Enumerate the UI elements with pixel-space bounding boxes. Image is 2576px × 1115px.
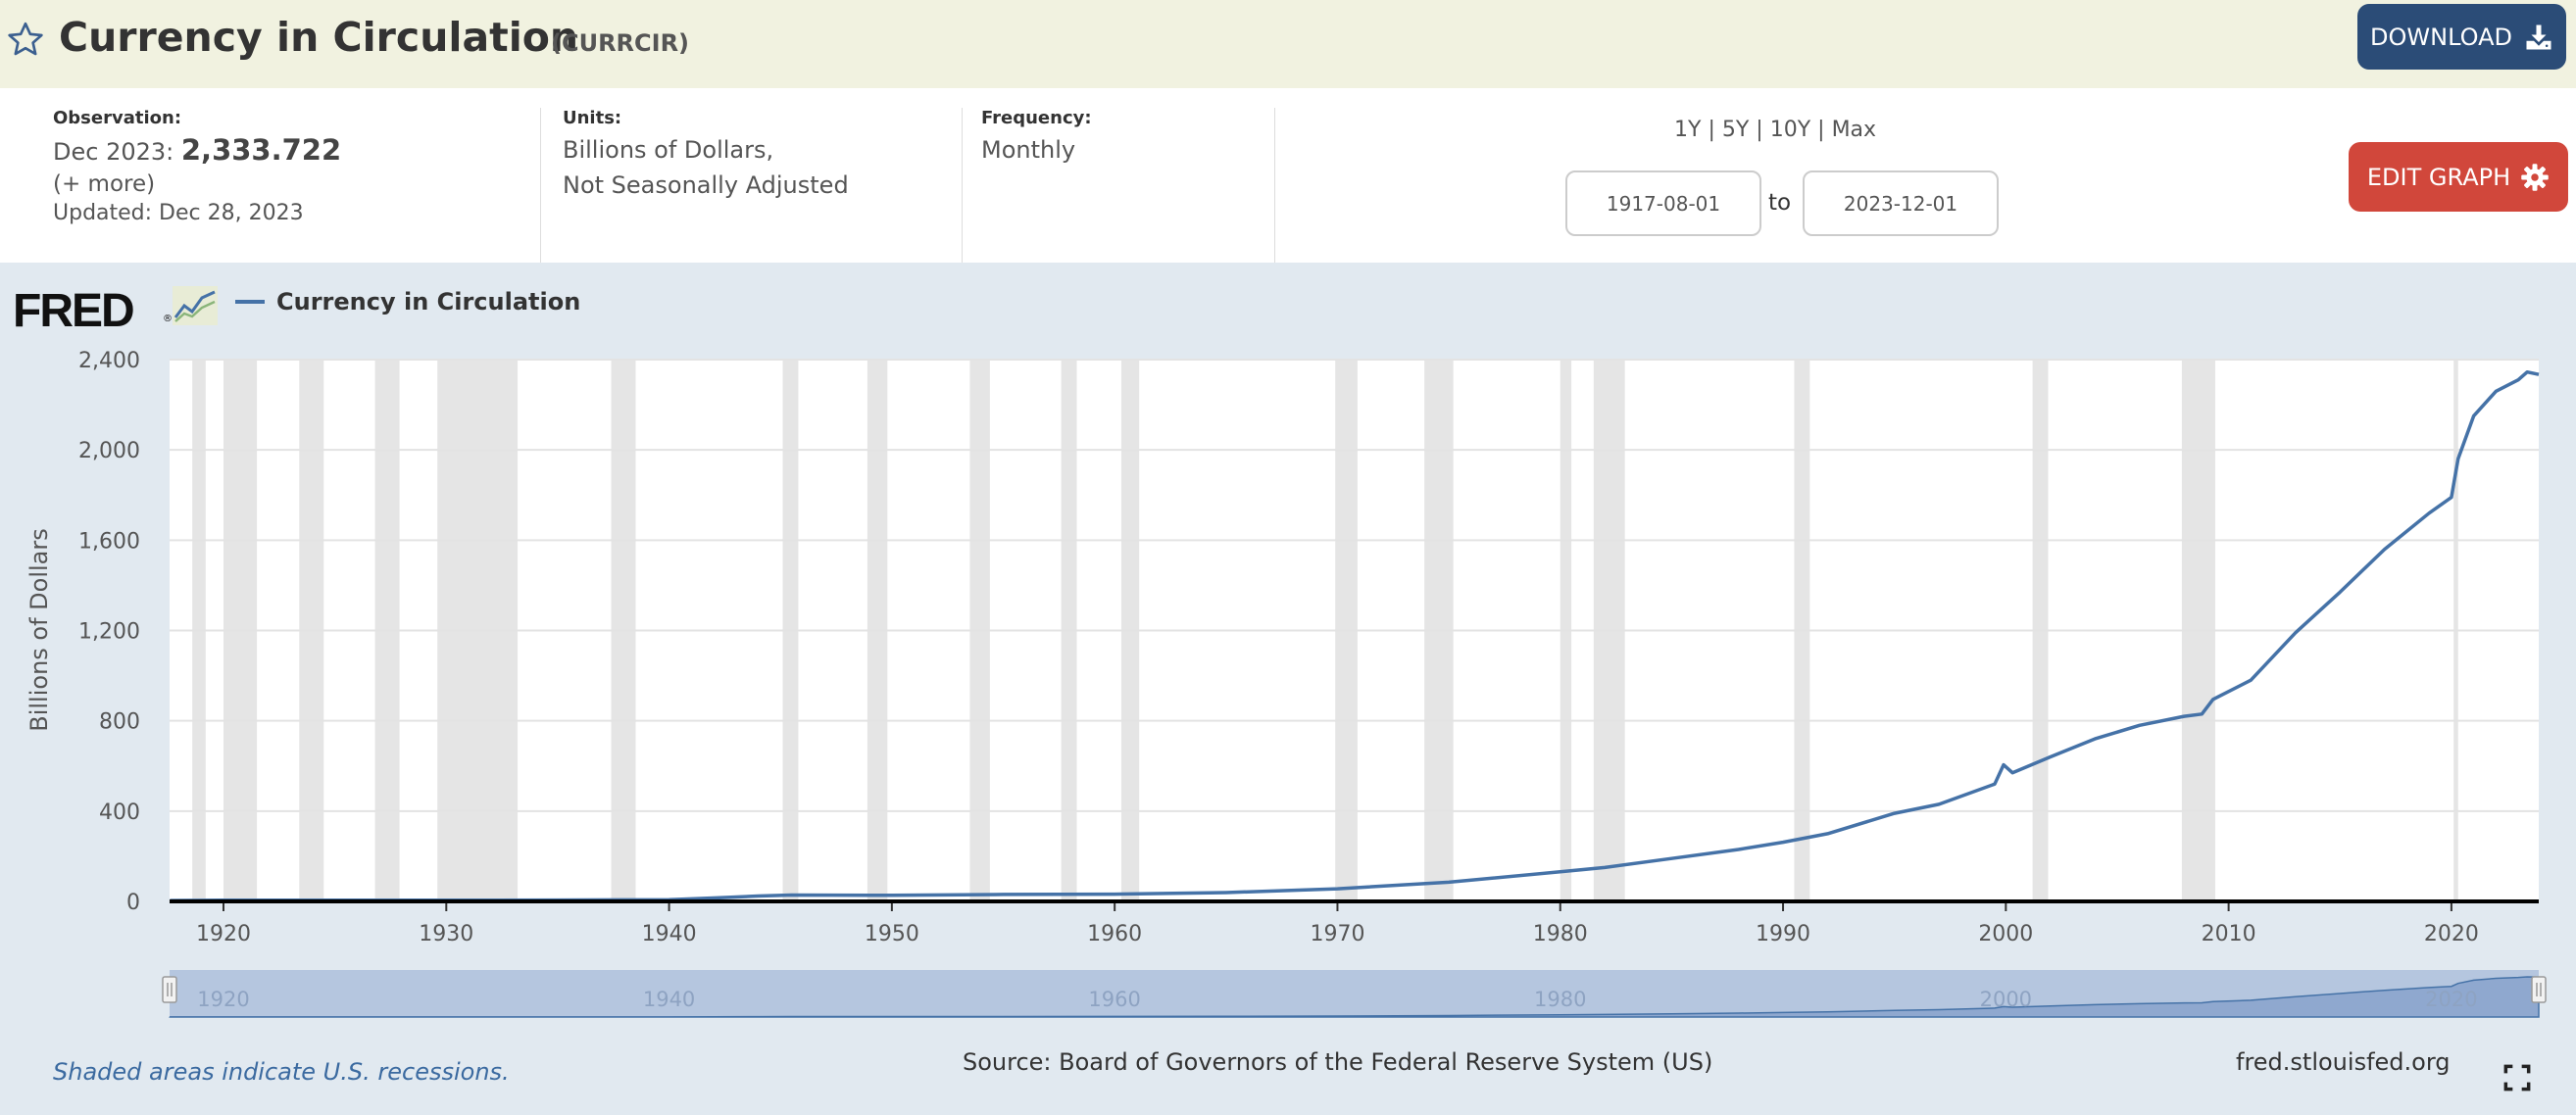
x-tick-label: 1940 xyxy=(642,922,697,946)
fred-url-link[interactable]: fred.stlouisfed.org xyxy=(2236,1048,2451,1076)
range-separator: | xyxy=(1817,118,1825,142)
recession-footnote: Shaded areas indicate U.S. recessions. xyxy=(53,1058,510,1086)
navigator-series-area xyxy=(169,976,2540,1018)
range-10y[interactable]: 10Y xyxy=(1769,118,1811,142)
star-icon[interactable] xyxy=(6,20,45,59)
range-separator: | xyxy=(1756,118,1763,142)
navigator-tick-label: 1980 xyxy=(1534,988,1586,1011)
navigator-tick-label: 1920 xyxy=(197,988,249,1011)
range-1y[interactable]: 1Y xyxy=(1674,118,1702,142)
end-date-input[interactable]: 2023-12-01 xyxy=(1803,170,1999,236)
series-header: Currency in Circulation (CURRCIR) DOWNLO… xyxy=(0,0,2576,88)
download-label: DOWNLOAD xyxy=(2370,23,2512,51)
units-line-2: Not Seasonally Adjusted xyxy=(563,171,849,199)
x-tick-label: 1990 xyxy=(1756,922,1810,946)
fred-logo-graph-icon xyxy=(173,286,218,325)
edit-graph-label: EDIT GRAPH xyxy=(2366,163,2511,191)
x-tick-label: 2020 xyxy=(2424,922,2479,946)
series-meta: Observation: Dec 2023: 2,333.722 (+ more… xyxy=(0,88,2576,263)
series-line xyxy=(170,369,2540,902)
series-layer xyxy=(170,369,2540,902)
source-text: Source: Board of Governors of the Federa… xyxy=(963,1048,1713,1076)
gear-icon xyxy=(2521,163,2549,191)
legend-label: Currency in Circulation xyxy=(276,288,581,315)
chart-panel: FRED ® Currency in Circulation 0 400 800 1,… xyxy=(0,263,2576,1115)
divider xyxy=(962,108,963,263)
range-navigator: 1920 1940 1960 1980 2000 2020 xyxy=(162,970,2547,1018)
x-tick-label: 1970 xyxy=(1310,922,1364,946)
x-tick-label: 1930 xyxy=(419,922,473,946)
range-5y[interactable]: 5Y xyxy=(1721,118,1750,142)
y-tick-label: 800 xyxy=(99,710,140,735)
x-tick-label: 1920 xyxy=(196,922,251,946)
updated-date: Updated: Dec 28, 2023 xyxy=(53,201,304,225)
units-heading: Units: xyxy=(563,108,622,128)
x-tick-label: 1980 xyxy=(1533,922,1588,946)
navigator-handle[interactable] xyxy=(162,976,177,1003)
axis-layer: 0 400 800 1,200 1,600 2,000 2,400 1920 1930 1940 1… xyxy=(78,349,2539,946)
frequency-value: Monthly xyxy=(981,136,1076,164)
download-button[interactable]: DOWNLOAD xyxy=(2357,4,2566,70)
series-id: (CURRCIR) xyxy=(551,29,690,57)
fred-logo-registered-mark: ® xyxy=(163,314,173,324)
observation-value: 2,333.722 xyxy=(180,133,342,167)
navigator-handle[interactable] xyxy=(2531,976,2547,1003)
y-tick-label: 1,200 xyxy=(78,620,140,645)
x-tick-label: 1960 xyxy=(1087,922,1142,946)
y-tick-label: 0 xyxy=(126,891,140,915)
y-tick-label: 2,000 xyxy=(78,439,140,463)
download-icon xyxy=(2526,24,2551,49)
y-axis-label: Billions of Dollars xyxy=(25,528,53,732)
navigator-tick-label: 2000 xyxy=(1980,988,2032,1011)
legend-swatch xyxy=(235,300,265,304)
range-max[interactable]: Max xyxy=(1831,118,1877,142)
units-block: Units: Billions of Dollars, Not Seasonal… xyxy=(563,108,849,203)
y-tick-label: 1,600 xyxy=(78,529,140,554)
more-observations-link[interactable]: (+ more) xyxy=(53,171,156,197)
navigator-tick-label: 2020 xyxy=(2425,988,2477,1011)
units-line-1: Billions of Dollars, xyxy=(563,136,774,164)
observation-heading: Observation: xyxy=(53,108,182,128)
observation-date: Dec 2023: xyxy=(53,138,174,166)
frequency-block: Frequency: Monthly xyxy=(981,108,1092,168)
y-tick-label: 2,400 xyxy=(78,349,140,373)
range-separator: | xyxy=(1708,118,1715,142)
frequency-heading: Frequency: xyxy=(981,108,1092,128)
range-selector: 1Y | 5Y | 10Y | Max xyxy=(1674,118,1876,142)
fred-logo: FRED xyxy=(13,285,135,337)
page-title: Currency in Circulation xyxy=(59,14,579,61)
x-tick-label: 2010 xyxy=(2202,922,2256,946)
navigator-tick-label: 1960 xyxy=(1088,988,1140,1011)
grid-layer xyxy=(170,359,2539,812)
date-range-to-label: to xyxy=(1768,190,1792,216)
x-tick-label: 1950 xyxy=(865,922,919,946)
y-tick-label: 400 xyxy=(99,800,140,825)
fullscreen-icon[interactable] xyxy=(2503,1064,2531,1091)
edit-graph-button[interactable]: EDIT GRAPH xyxy=(2349,142,2568,212)
x-tick-label: 2000 xyxy=(1978,922,2033,946)
start-date-input[interactable]: 1917-08-01 xyxy=(1565,170,1761,236)
observation-line: Dec 2023: 2,333.722 xyxy=(53,132,341,170)
observation-block: Observation: Dec 2023: 2,333.722 (+ more… xyxy=(53,108,341,225)
divider xyxy=(1274,108,1275,263)
navigator-tick-label: 1940 xyxy=(643,988,695,1011)
divider xyxy=(540,108,541,263)
